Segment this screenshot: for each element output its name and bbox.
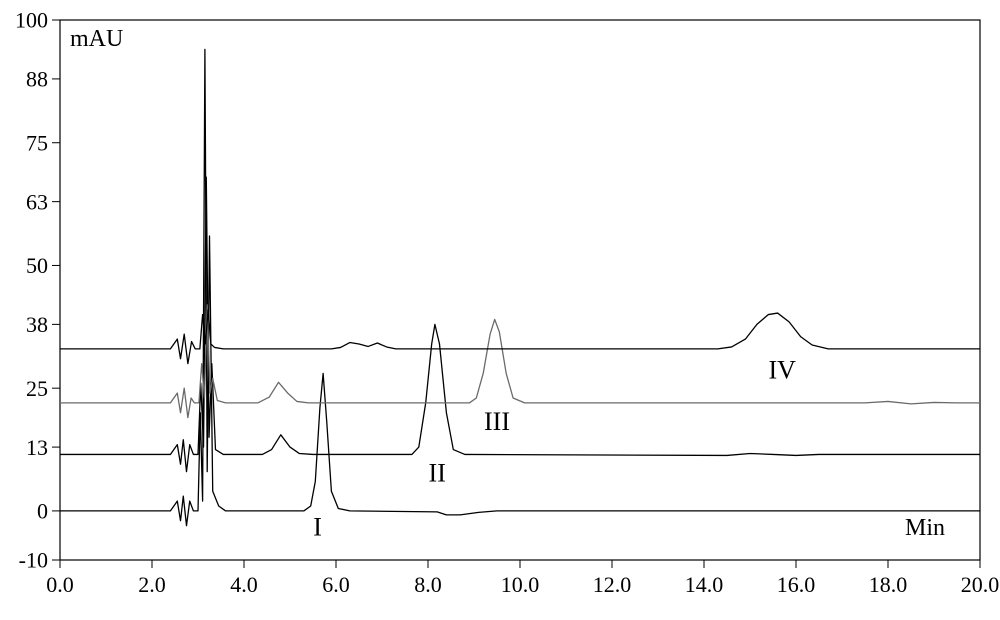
y-tick-label: 38 bbox=[26, 312, 48, 337]
x-tick-label: 12.0 bbox=[593, 572, 632, 597]
peak-label-II: II bbox=[429, 458, 446, 487]
x-tick-label: 20.0 bbox=[961, 572, 1000, 597]
x-tick-label: 0.0 bbox=[46, 572, 74, 597]
x-tick-label: 18.0 bbox=[869, 572, 908, 597]
x-tick-label: 6.0 bbox=[322, 572, 350, 597]
x-axis-label: Min bbox=[905, 515, 945, 541]
peak-label-III: III bbox=[484, 407, 510, 436]
x-tick-label: 2.0 bbox=[138, 572, 166, 597]
x-tick-label: 16.0 bbox=[777, 572, 816, 597]
y-tick-label: 88 bbox=[26, 67, 48, 92]
x-tick-label: 8.0 bbox=[414, 572, 442, 597]
y-tick-label: 13 bbox=[26, 435, 48, 460]
y-tick-label: 75 bbox=[26, 130, 48, 155]
y-tick-label: 100 bbox=[15, 8, 48, 33]
y-tick-label: -10 bbox=[19, 548, 48, 573]
peak-label-I: I bbox=[313, 512, 322, 541]
chart-container: { "chart": { "type": "line", "width": 10… bbox=[0, 0, 1000, 620]
y-tick-label: 63 bbox=[26, 189, 48, 214]
x-tick-label: 10.0 bbox=[501, 572, 540, 597]
y-tick-label: 0 bbox=[37, 499, 48, 524]
chart-bg bbox=[0, 0, 1000, 620]
x-tick-label: 4.0 bbox=[230, 572, 258, 597]
y-tick-label: 25 bbox=[26, 376, 48, 401]
y-axis-label: mAU bbox=[70, 26, 123, 52]
peak-label-IV: IV bbox=[768, 355, 796, 384]
x-tick-label: 14.0 bbox=[685, 572, 724, 597]
chromatogram-chart: 0.0 2.0 4.0 6.0 8.0 10.0 12.0 14.0 16.0 18.0 20.0 -… bbox=[0, 0, 1000, 620]
y-tick-label: 50 bbox=[26, 253, 48, 278]
